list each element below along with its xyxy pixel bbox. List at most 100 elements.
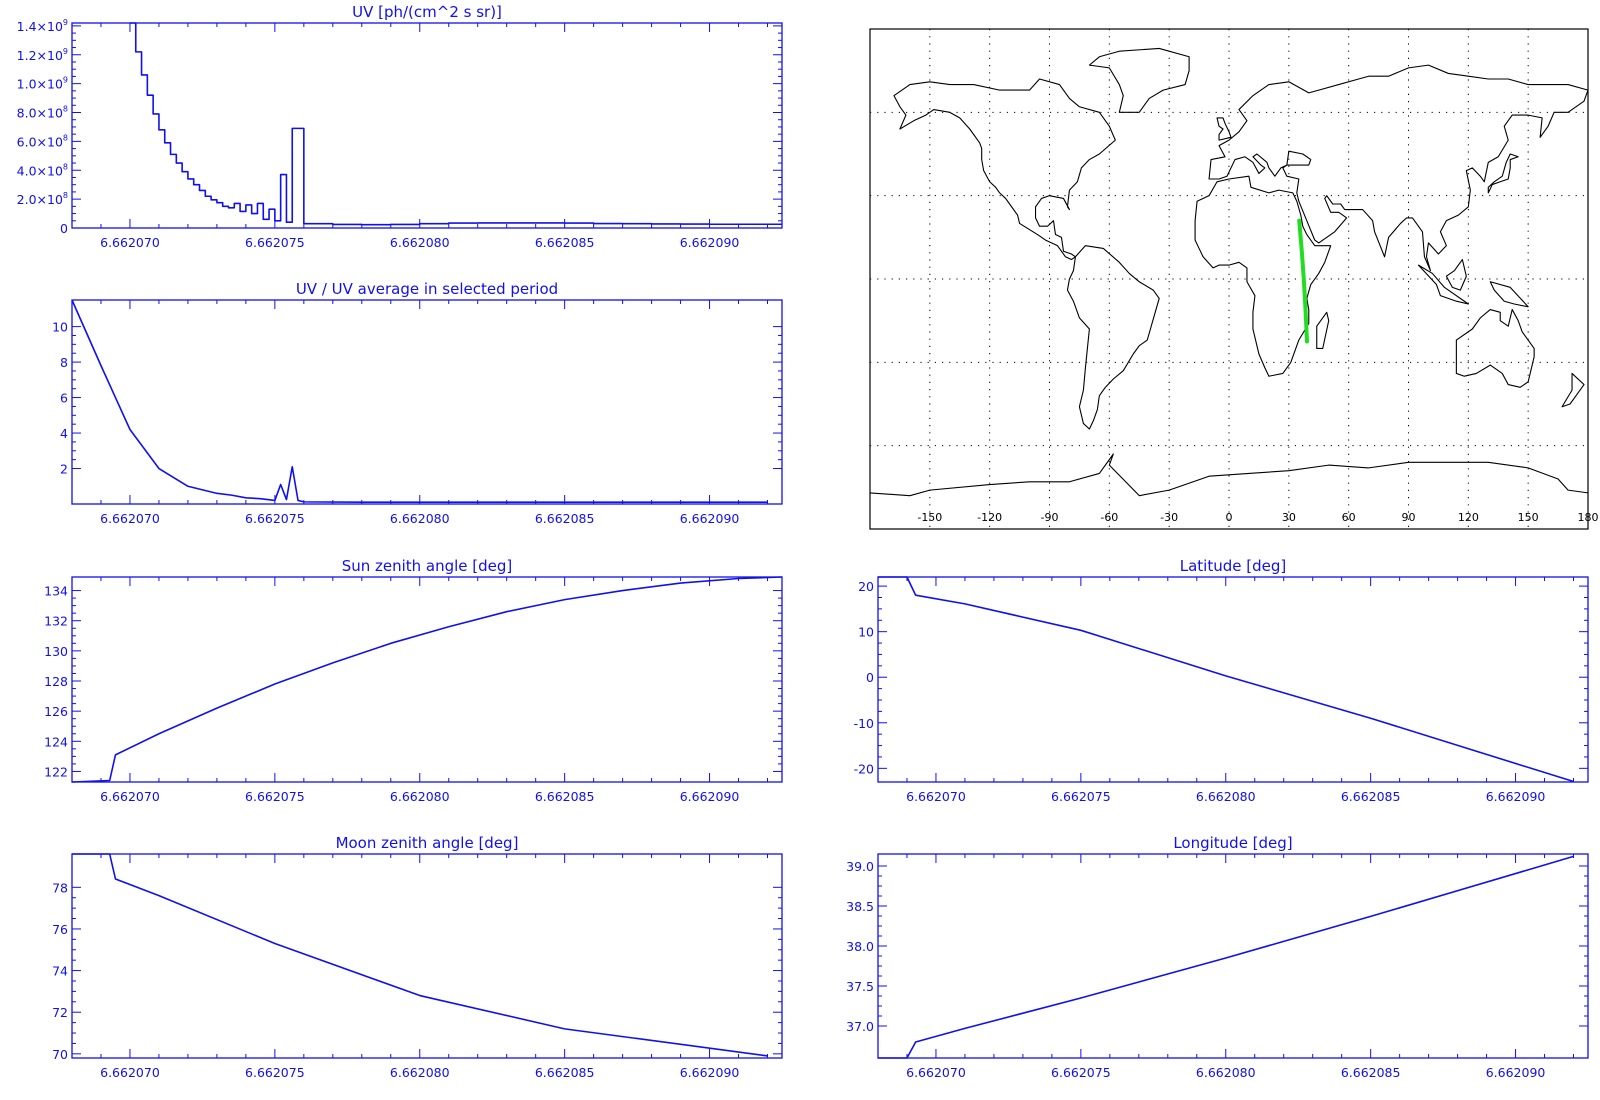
x-tick-label: 6.662085 — [535, 235, 595, 250]
x-tick-label: 6.662075 — [245, 789, 305, 804]
y-tick-exponent: 8 — [63, 162, 68, 171]
x-tick-label: 6.662080 — [390, 789, 450, 804]
y-tick-label: 122 — [44, 764, 68, 779]
y-tick-mantissa: 124 — [44, 734, 68, 749]
ground-track-line — [1297, 218, 1309, 344]
y-tick-label: 6 — [60, 391, 68, 406]
y-tick-label: 8.0×108 — [17, 105, 68, 121]
y-tick-mantissa: 72 — [52, 1005, 68, 1020]
y-tick-mantissa: 2 — [60, 462, 68, 477]
y-tick-label: 37.0 — [846, 1019, 874, 1034]
y-tick-label: 4.0×108 — [17, 162, 68, 178]
y-tick-label: 6.0×108 — [17, 133, 68, 149]
y-tick-label: 4 — [60, 426, 68, 441]
y-tick-mantissa: 37.5 — [846, 979, 874, 994]
series-line-mza — [72, 853, 768, 1057]
y-tick-mantissa: 6.0×10 — [17, 134, 63, 149]
coastline-madagascar — [1316, 311, 1330, 349]
coastline-indonesia — [1417, 264, 1469, 305]
map-lon-label: 150 — [1518, 511, 1539, 524]
y-tick-exponent: 9 — [63, 18, 68, 27]
chart-title: UV [ph/(cm^2 s sr)] — [352, 3, 502, 21]
y-tick-mantissa: 1.4×10 — [17, 19, 63, 34]
x-tick-label: 6.662085 — [1341, 1065, 1401, 1080]
x-tick-label: 6.662080 — [390, 235, 450, 250]
map-lon-label: 0 — [1226, 511, 1233, 524]
y-tick-exponent: 8 — [63, 133, 68, 142]
y-tick-label: 2.0×108 — [17, 191, 68, 207]
coastline-africa — [1194, 175, 1332, 377]
plot-frame — [71, 853, 783, 1059]
x-tick-label: 6.662075 — [1051, 789, 1111, 804]
y-tick-mantissa: 8.0×10 — [17, 106, 63, 121]
y-tick-mantissa: 0 — [866, 670, 874, 685]
y-tick-label: 72 — [52, 1005, 68, 1020]
y-tick-label: 1.2×109 — [17, 47, 68, 63]
y-tick-mantissa: 10 — [52, 320, 68, 335]
map-lon-label: 60 — [1342, 511, 1356, 524]
coastline-new-zealand — [1561, 372, 1585, 408]
x-tick-label: 6.662070 — [100, 235, 160, 250]
y-tick-mantissa: 38.5 — [846, 899, 874, 914]
y-tick-mantissa: 132 — [44, 614, 68, 629]
y-tick-mantissa: 128 — [44, 674, 68, 689]
coastline-uk — [1216, 117, 1232, 141]
map-lon-label: -150 — [917, 511, 942, 524]
y-tick-label: 37.5 — [846, 979, 874, 994]
chart-panel-lat: Latitude [deg] 6.662070 6.662075 6.662080 6.… — [854, 557, 1589, 804]
map-lon-label: -90 — [1041, 511, 1059, 524]
y-tick-mantissa: 39.0 — [846, 859, 874, 874]
y-tick-label: -20 — [854, 761, 874, 776]
chart-panel-uvnorm: UV / UV average in selected period 6.6620… — [52, 280, 783, 526]
y-tick-label: 1.4×109 — [17, 18, 68, 34]
coastline-borneo — [1445, 259, 1467, 291]
y-tick-mantissa: 126 — [44, 704, 68, 719]
y-tick-label: 76 — [52, 922, 68, 937]
x-tick-label: 6.662085 — [535, 789, 595, 804]
map-lon-label: 90 — [1402, 511, 1416, 524]
y-tick-label: 74 — [52, 964, 68, 979]
chart-panel-lon: Longitude [deg] 6.662070 6.662075 6.662080 6… — [846, 834, 1589, 1080]
y-tick-label: 0 — [866, 670, 874, 685]
chart-panel-sza: Sun zenith angle [deg] 6.662070 6.662075 6.… — [44, 557, 783, 804]
chart-panel-uv: UV [ph/(cm^2 s sr)] 6.662070 6.662075 6.662… — [17, 3, 783, 250]
x-tick-label: 6.662070 — [100, 1065, 160, 1080]
y-tick-label: 20 — [858, 579, 874, 594]
y-tick-label: 134 — [44, 584, 68, 599]
x-tick-label: 6.662090 — [1486, 789, 1546, 804]
y-tick-label: 124 — [44, 734, 68, 749]
x-tick-label: 6.662070 — [906, 789, 966, 804]
series-line-uvnorm — [71, 299, 768, 504]
y-tick-mantissa: 4 — [60, 426, 68, 441]
chart-title: Latitude [deg] — [1180, 557, 1286, 575]
x-tick-label: 6.662090 — [680, 1065, 740, 1080]
x-tick-label: 6.662090 — [680, 235, 740, 250]
map-lon-label: -120 — [977, 511, 1002, 524]
x-tick-label: 6.662075 — [245, 235, 305, 250]
y-tick-label: 0 — [60, 221, 68, 236]
x-tick-label: 6.662090 — [680, 511, 740, 526]
y-tick-label: 1.0×109 — [17, 76, 68, 92]
y-tick-mantissa: 74 — [52, 964, 68, 979]
chart-panel-mza: Moon zenith angle [deg] 6.662070 6.662075 6… — [52, 834, 783, 1080]
y-tick-mantissa: 38.0 — [846, 939, 874, 954]
y-tick-mantissa: 1.0×10 — [17, 77, 63, 92]
series-line-lon — [878, 855, 1574, 1059]
y-tick-label: 38.0 — [846, 939, 874, 954]
x-tick-label: 6.662075 — [245, 511, 305, 526]
chart-title: Longitude [deg] — [1173, 834, 1292, 852]
y-tick-label: 130 — [44, 644, 68, 659]
y-tick-label: 10 — [52, 320, 68, 335]
x-tick-label: 6.662075 — [1051, 1065, 1111, 1080]
map-lon-label: 30 — [1282, 511, 1296, 524]
y-tick-mantissa: 76 — [52, 922, 68, 937]
y-tick-mantissa: 78 — [52, 880, 68, 895]
world-map-panel: -150 -120 -90 -60 -30 0 30 60 90 120 150 180 — [869, 28, 1599, 530]
y-tick-exponent: 8 — [63, 191, 68, 200]
x-tick-label: 6.662090 — [1486, 1065, 1546, 1080]
y-tick-mantissa: 10 — [858, 625, 874, 640]
y-tick-mantissa: -10 — [854, 716, 874, 731]
y-tick-mantissa: 1.2×10 — [17, 48, 63, 63]
coastline-north-america — [893, 78, 1116, 261]
y-tick-mantissa: 4.0×10 — [17, 163, 63, 178]
